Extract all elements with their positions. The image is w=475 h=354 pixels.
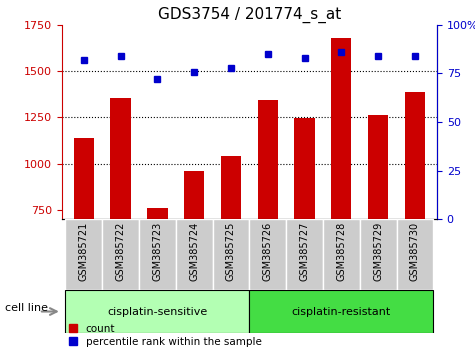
Bar [257,100,278,349]
Bar [331,38,352,349]
Bar [397,219,433,290]
Bar [102,219,139,290]
Bar [294,119,314,349]
Bar [176,219,213,290]
Text: GSM385727: GSM385727 [300,222,310,281]
Bar [213,219,249,290]
Bar [360,219,397,290]
Text: GSM385728: GSM385728 [336,222,346,281]
Text: GSM385722: GSM385722 [115,222,125,281]
Bar [184,171,204,349]
Bar [66,219,102,290]
Text: GSM385730: GSM385730 [410,222,420,281]
Bar [66,290,249,333]
Bar [405,92,425,349]
Bar [139,219,176,290]
Bar [368,115,388,349]
Bar [74,138,94,349]
Text: GSM385725: GSM385725 [226,222,236,281]
Bar [221,156,241,349]
Bar [323,219,360,290]
Text: GSM385724: GSM385724 [189,222,199,281]
Bar [111,98,131,349]
Bar [147,209,168,349]
Text: GSM385726: GSM385726 [263,222,273,281]
Text: cisplatin-resistant: cisplatin-resistant [292,307,391,316]
Text: GSM385721: GSM385721 [79,222,89,281]
Legend: count, percentile rank within the sample: count, percentile rank within the sample [67,321,264,349]
Bar [249,290,433,333]
Text: GSM385729: GSM385729 [373,222,383,281]
Text: GSM385723: GSM385723 [152,222,162,281]
Bar [249,219,286,290]
Bar [286,219,323,290]
Text: cell line: cell line [5,303,48,313]
Title: GDS3754 / 201774_s_at: GDS3754 / 201774_s_at [158,7,341,23]
Text: cisplatin-sensitive: cisplatin-sensitive [107,307,208,316]
